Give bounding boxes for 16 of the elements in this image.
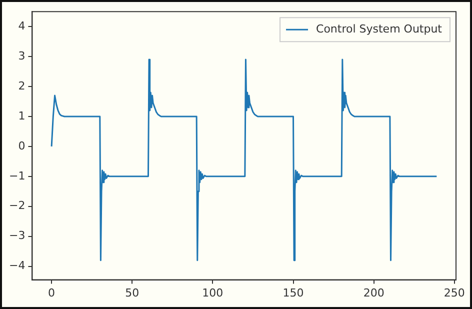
x-tick-label: 100 bbox=[202, 286, 224, 300]
y-tick-label: 4 bbox=[18, 19, 26, 32]
x-tick-label: 50 bbox=[125, 286, 140, 300]
legend-label: Control System Output bbox=[316, 22, 443, 36]
y-tick-label: −4 bbox=[8, 259, 26, 272]
x-tick-label: 250 bbox=[444, 286, 465, 300]
y-tick-label: −3 bbox=[8, 229, 26, 242]
y-tick-label: 3 bbox=[18, 49, 26, 62]
y-tick-label: −1 bbox=[8, 169, 26, 182]
x-tick-label: 0 bbox=[48, 286, 56, 300]
y-tick-label: −2 bbox=[8, 199, 26, 212]
y-tick-label: 1 bbox=[18, 109, 26, 122]
y-tick-label: 2 bbox=[18, 79, 26, 92]
y-tick-label: 0 bbox=[18, 139, 26, 152]
x-tick-label: 150 bbox=[282, 286, 304, 300]
x-tick-label: 200 bbox=[363, 286, 384, 300]
